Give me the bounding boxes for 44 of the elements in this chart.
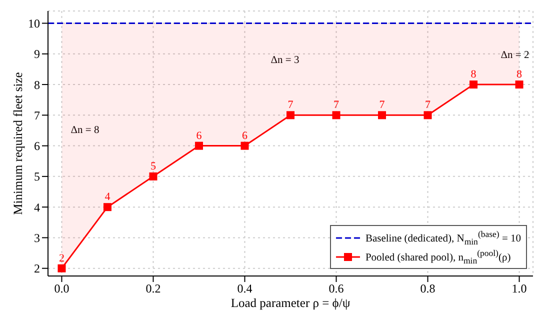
y-tick-label: 9 (34, 47, 40, 62)
data-label: 7 (288, 99, 294, 112)
data-label: 7 (379, 99, 386, 112)
annotation: Δn = 2 (500, 50, 530, 61)
data-label: 4 (104, 191, 111, 204)
data-label: 2 (58, 252, 64, 264)
y-tick-label: 5 (34, 170, 40, 184)
x-tick-label: 0.4 (237, 282, 252, 296)
data-label: 5 (150, 160, 156, 172)
y-tick-label: 3 (34, 230, 40, 245)
annotation: Δn = 3 (270, 55, 300, 66)
point (470, 80, 478, 89)
y-tick-label: 4 (34, 200, 40, 214)
point (149, 172, 158, 180)
point (194, 142, 203, 150)
y-tick-label: 7 (34, 108, 40, 122)
data-label: 7 (425, 99, 432, 112)
data-label: 7 (334, 99, 340, 112)
x-tick-label: 0.2 (146, 282, 161, 296)
point (240, 142, 249, 150)
point (286, 111, 294, 120)
data-label: 6 (196, 130, 202, 142)
x-tick-label: 0.0 (54, 282, 70, 296)
y-tick-label: 2 (34, 262, 40, 276)
y-tick-label: 6 (34, 139, 40, 154)
point (332, 111, 340, 120)
data-label: 8 (470, 68, 477, 81)
data-label: 8 (516, 68, 523, 81)
y-tick-label: 10 (28, 16, 40, 31)
point (58, 264, 66, 272)
point (424, 111, 432, 120)
x-tick-label: 1.0 (512, 282, 527, 296)
point (103, 203, 112, 212)
x-tick-label: 0.6 (328, 282, 344, 296)
y-axis-title: Minimum required fleet size (11, 72, 25, 215)
x-axis-title: Load parameter ρ = ϕ/ψ (230, 296, 350, 310)
legend-label: Baseline (dedicated), N$_{min}$$^{(base)}$ = 10 (365, 228, 521, 246)
legend-label: Pooled (shared pool), n$_{min}$$^{(pool)}$(ρ) (365, 248, 511, 266)
x-tick-label: 0.8 (420, 282, 436, 296)
data-label: 6 (242, 130, 248, 142)
point (515, 80, 524, 89)
point (378, 111, 386, 120)
annotation: Δn = 8 (70, 125, 100, 136)
y-tick-label: 8 (34, 78, 40, 92)
